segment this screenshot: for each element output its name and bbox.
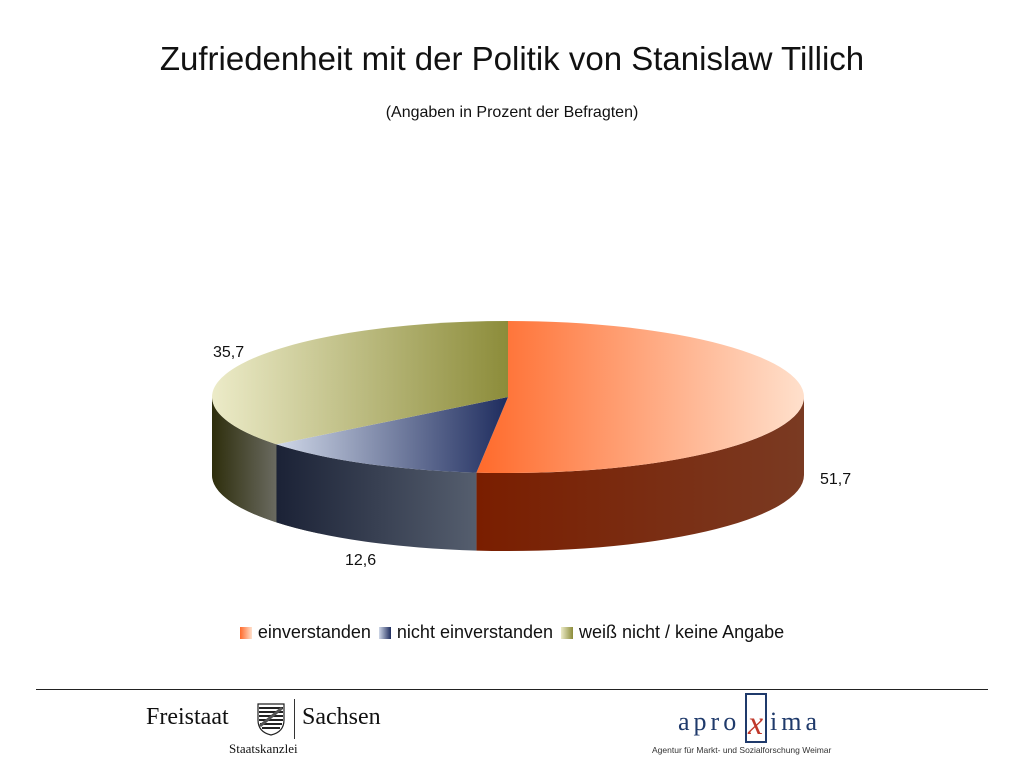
legend-item-einverstanden: einverstanden [239,622,371,643]
gov-name-right: Sachsen [302,704,381,730]
legend-label: nicht einverstanden [396,622,554,642]
gov-divider [294,699,295,739]
legend-label: weiß nicht / keine Angabe [579,622,785,642]
pie-side-wei-nicht-keine-angabe [212,397,277,523]
data-label-wei-nicht-keine-angabe: 35,7 [213,344,244,361]
legend-swatch-nicht-einverstanden [378,626,391,639]
legend-item-nicht-einverstanden: nicht einverstanden [378,622,554,643]
legend-label: einverstanden [257,622,371,642]
gov-department: Staatskanzlei [229,741,298,756]
data-label-einverstanden: 51,7 [820,471,851,488]
gov-name-left: Freistaat [146,704,229,730]
data-label-nicht-einverstanden: 12,6 [345,552,376,569]
pie-sides [212,397,804,551]
legend-item-weiss-nicht: weiß nicht / keine Angabe [561,622,784,643]
pie-tops [211,321,804,474]
aproxima-logo: apro x ima [678,693,821,743]
chart-legend: einverstanden nicht einverstanden weiß n… [0,622,1024,643]
pie-slice-einverstanden [476,321,804,474]
svg-text:x: x [747,705,763,742]
pie-side-nicht-einverstanden [276,444,477,551]
svg-text:ima: ima [770,707,821,736]
chart-title: Zufriedenheit mit der Politik von Stanis… [159,40,865,77]
agency-subtitle: Agentur für Markt- und Sozialforschung W… [652,745,832,755]
legend-swatch-weiss-nicht [561,626,574,639]
footer-divider [36,689,988,690]
legend-swatch-einverstanden [239,626,252,639]
pie-slice-wei-nicht-keine-angabe [211,321,508,445]
pie-chart: 51,7 12,6 35,7 [211,321,851,569]
pie-slice-nicht-einverstanden [276,397,508,473]
svg-text:apro: apro [678,707,740,736]
chart-subtitle: (Angaben in Prozent der Befragten) [385,104,639,121]
pie-labels: 51,7 12,6 35,7 [213,344,851,569]
pie-side-einverstanden [476,397,804,551]
saxony-crest-icon [257,703,285,736]
